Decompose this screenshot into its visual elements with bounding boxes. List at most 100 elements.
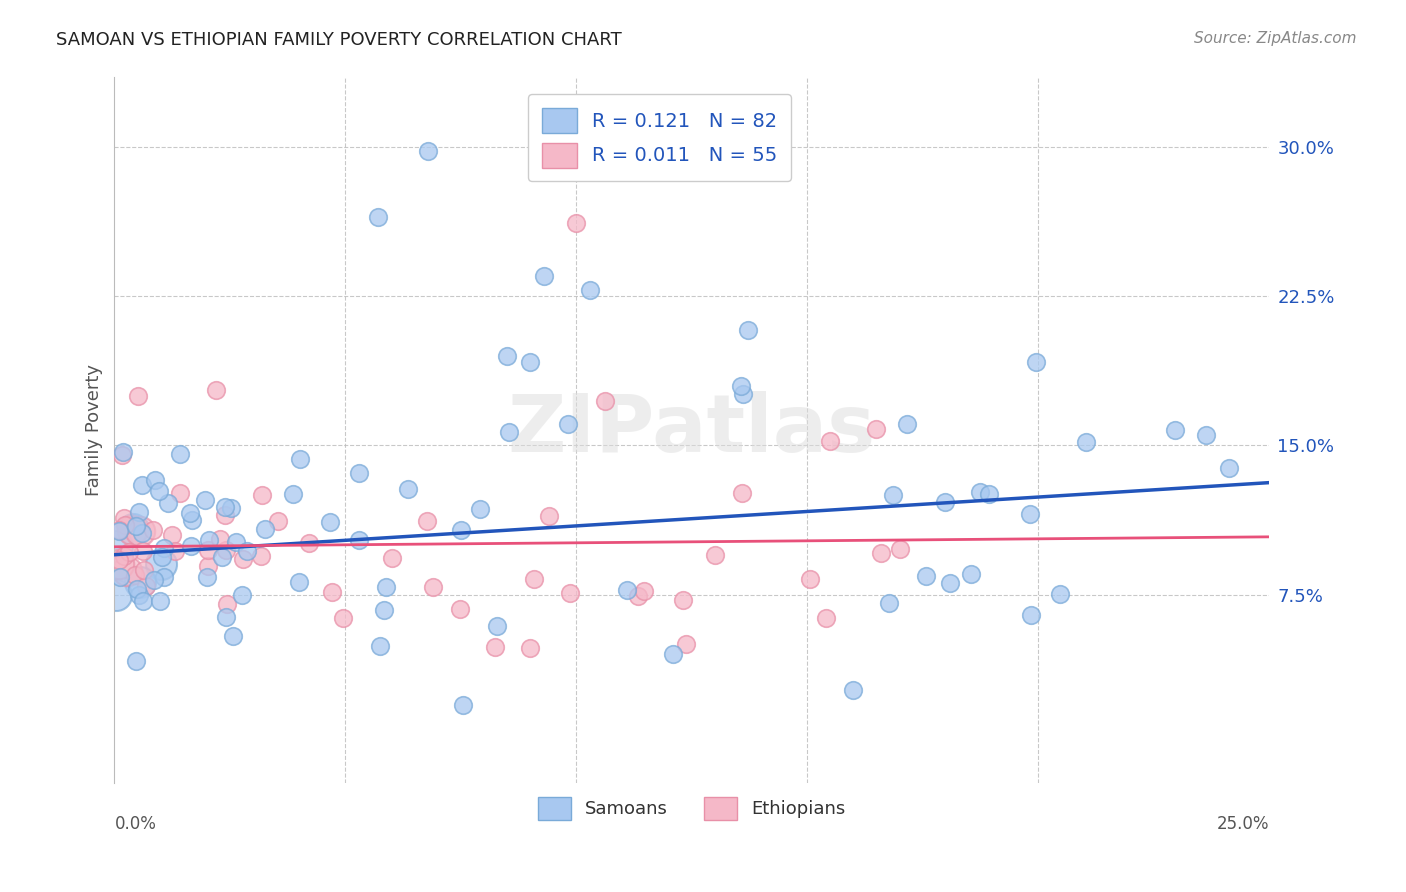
Point xyxy=(225,534,247,549)
Point xyxy=(108,557,131,571)
Legend: Samoans, Ethiopians: Samoans, Ethiopians xyxy=(531,789,852,828)
Point xyxy=(288,451,311,466)
Point xyxy=(422,580,444,594)
Point xyxy=(132,594,155,608)
Text: SAMOAN VS ETHIOPIAN FAMILY POVERTY CORRELATION CHART: SAMOAN VS ETHIOPIAN FAMILY POVERTY CORRE… xyxy=(56,31,621,49)
Point xyxy=(105,539,128,553)
Point xyxy=(128,505,150,519)
Point xyxy=(195,570,218,584)
Point xyxy=(131,478,153,492)
Point xyxy=(181,513,204,527)
Point xyxy=(915,569,938,583)
Point xyxy=(143,574,166,588)
Text: 25.0%: 25.0% xyxy=(1216,815,1270,833)
Point xyxy=(198,533,221,547)
Point xyxy=(232,551,254,566)
Point xyxy=(124,568,146,582)
Point xyxy=(149,594,172,608)
Point xyxy=(737,323,759,337)
Point xyxy=(703,549,725,563)
Point xyxy=(114,518,136,533)
Point xyxy=(1195,428,1218,442)
Point xyxy=(236,544,259,558)
Point xyxy=(131,526,153,541)
Point xyxy=(153,541,176,555)
Point xyxy=(266,514,288,528)
Point xyxy=(496,349,519,363)
Point xyxy=(633,584,655,599)
Point xyxy=(142,523,165,537)
Point xyxy=(731,386,754,401)
Text: Source: ZipAtlas.com: Source: ZipAtlas.com xyxy=(1194,31,1357,46)
Point xyxy=(143,473,166,487)
Point xyxy=(215,597,238,611)
Point xyxy=(627,589,650,603)
Point xyxy=(197,558,219,573)
Point xyxy=(129,575,152,590)
Point xyxy=(1074,435,1097,450)
Point xyxy=(179,506,201,520)
Point xyxy=(205,383,228,397)
Point xyxy=(380,551,402,566)
Point xyxy=(321,585,343,599)
Point xyxy=(332,611,354,625)
Point xyxy=(135,579,157,593)
Point xyxy=(231,588,253,602)
Point xyxy=(211,550,233,565)
Point xyxy=(731,485,754,500)
Point xyxy=(1164,423,1187,437)
Point xyxy=(148,484,170,499)
Point xyxy=(215,610,238,624)
Point xyxy=(108,552,131,566)
Point xyxy=(616,582,638,597)
Point xyxy=(730,378,752,392)
Point xyxy=(1049,587,1071,601)
Point xyxy=(347,466,370,480)
Point xyxy=(449,601,471,615)
Point xyxy=(115,565,138,579)
Point xyxy=(118,544,141,558)
Point xyxy=(889,541,911,556)
Point xyxy=(1025,354,1047,368)
Point xyxy=(349,533,371,547)
Point xyxy=(221,629,243,643)
Point xyxy=(125,519,148,533)
Y-axis label: Family Poverty: Family Poverty xyxy=(86,365,103,497)
Point xyxy=(367,210,389,224)
Point xyxy=(214,508,236,523)
Point xyxy=(896,417,918,431)
Point xyxy=(250,488,273,502)
Point xyxy=(283,487,305,501)
Point xyxy=(969,484,991,499)
Point xyxy=(124,654,146,668)
Point xyxy=(149,557,172,571)
Point xyxy=(194,493,217,508)
Point xyxy=(298,536,321,550)
Point xyxy=(934,494,956,508)
Point xyxy=(214,500,236,514)
Point xyxy=(150,549,173,564)
Point xyxy=(153,569,176,583)
Point xyxy=(169,447,191,461)
Point xyxy=(219,501,242,516)
Point xyxy=(108,524,131,538)
Point xyxy=(197,543,219,558)
Point xyxy=(254,522,277,536)
Point xyxy=(368,639,391,653)
Point xyxy=(484,640,506,654)
Point xyxy=(128,588,150,602)
Point xyxy=(416,515,439,529)
Point xyxy=(128,524,150,539)
Point xyxy=(537,508,560,523)
Point xyxy=(675,637,697,651)
Point xyxy=(134,563,156,577)
Point xyxy=(593,394,616,409)
Point xyxy=(132,544,155,558)
Point xyxy=(156,496,179,510)
Point xyxy=(215,542,238,557)
Point xyxy=(558,586,581,600)
Point xyxy=(672,593,695,607)
Point xyxy=(498,425,520,439)
Point xyxy=(533,269,555,284)
Point xyxy=(1218,461,1240,475)
